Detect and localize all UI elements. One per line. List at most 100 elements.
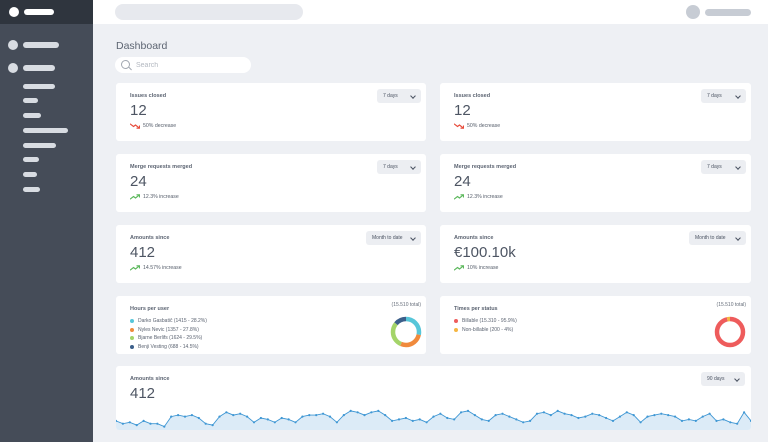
donut-slice-0 <box>714 316 746 348</box>
chart-point <box>322 412 325 415</box>
chart-point <box>625 411 628 414</box>
chart-point <box>577 416 580 420</box>
legend-label: Bjarne Berlifs (1624 - 29.5%) <box>138 335 203 342</box>
legend-label: Billable (15.310 - 95.9%) <box>462 318 517 325</box>
chevron-down-icon <box>410 93 416 99</box>
sidebar-subitem-4[interactable] <box>23 128 68 133</box>
legend-label: Nyles Nevic (1357 - 27.8%) <box>138 326 199 333</box>
chart-point <box>660 412 663 415</box>
global-search-bar[interactable] <box>115 4 303 20</box>
chart-point <box>439 412 442 415</box>
range-dropdown-label: 7 days <box>383 164 398 170</box>
legend-label: Benji Vesting (688 - 14.5%) <box>138 343 199 350</box>
stat-card: Issues closed 12 50% decrease 7 days <box>116 83 426 141</box>
search-box[interactable] <box>115 57 251 73</box>
chart-point <box>749 419 751 422</box>
chart-point <box>197 416 200 420</box>
range-dropdown[interactable]: 7 days <box>701 89 746 103</box>
trend-up-icon <box>454 265 464 271</box>
legend: Billable (15.310 - 95.9%) Non-billable (… <box>454 317 517 334</box>
sidebar-subitem-2[interactable] <box>23 98 38 103</box>
chevron-down-icon <box>410 235 416 241</box>
legend-label: Darko Gasbatič (1415 - 28.2%) <box>138 318 207 325</box>
card-title: Issues closed <box>130 93 167 99</box>
chart-point <box>701 415 704 418</box>
stat-card: Issues closed 12 50% decrease 7 days <box>440 83 751 141</box>
sidebar-subitem-1[interactable] <box>23 84 55 89</box>
app-logo[interactable] <box>0 0 93 24</box>
legend: Darko Gasbatič (1415 - 28.2%) Nyles Nevi… <box>130 317 207 351</box>
donut-slice-1 <box>714 316 746 348</box>
chart-point <box>183 415 187 418</box>
range-dropdown[interactable]: 7 days <box>701 160 746 174</box>
range-dropdown[interactable]: 90 days <box>701 372 745 386</box>
chart-point <box>128 421 131 424</box>
sidebar-subitem-3[interactable] <box>23 113 41 118</box>
sidebar-subitem-8[interactable] <box>23 187 40 192</box>
sidebar-item-icon <box>8 63 18 73</box>
chart-point <box>225 411 228 414</box>
chart-point <box>142 419 145 422</box>
stat-card: Merge requests merged 24 12.3% increase … <box>440 154 751 212</box>
card-title: Merge requests merged <box>454 164 517 170</box>
chart-point <box>473 414 476 417</box>
chart-point <box>246 415 249 418</box>
trend-up-icon <box>454 194 464 200</box>
chart-point <box>680 419 684 422</box>
trend-label: 12.3% increase <box>467 194 503 200</box>
sidebar-subitem-6[interactable] <box>23 157 39 162</box>
trend-label: 50% decrease <box>143 123 177 129</box>
chart-point <box>570 414 573 417</box>
range-dropdown[interactable]: 7 days <box>377 89 421 103</box>
range-dropdown[interactable]: Month to date <box>366 231 421 245</box>
chart-point <box>542 411 545 414</box>
sidebar-item-icon <box>8 40 18 50</box>
chart-point <box>342 414 345 417</box>
trend-up-icon <box>130 194 140 200</box>
trend-label: 14.57% increase <box>143 265 182 271</box>
sidebar-subitem-5[interactable] <box>23 143 56 148</box>
chevron-down-icon <box>410 164 416 170</box>
range-dropdown-label: Month to date <box>695 235 726 241</box>
card-value: 12 <box>130 102 147 119</box>
chart-point <box>377 409 380 412</box>
donut-slice-3 <box>390 316 422 348</box>
chart-point <box>563 412 566 415</box>
range-dropdown[interactable]: 7 days <box>377 160 421 174</box>
status-donut-chart <box>714 316 746 348</box>
chart-point <box>501 412 504 415</box>
chevron-down-icon <box>735 235 741 241</box>
legend-swatch <box>130 344 134 349</box>
chart-point <box>494 414 497 417</box>
chart-point <box>287 418 290 421</box>
search-input[interactable] <box>136 59 244 71</box>
chart-point <box>335 421 338 424</box>
chart-point <box>315 414 318 417</box>
chart-point <box>708 412 711 415</box>
chart-point <box>453 418 456 421</box>
chart-point <box>370 411 373 414</box>
legend-swatch <box>454 327 458 332</box>
chart-point <box>446 416 449 420</box>
hours-per-user-card: Hours per user (15.510 total) Darko Gasb… <box>116 296 426 354</box>
legend-swatch <box>130 336 134 341</box>
avatar[interactable] <box>686 5 700 19</box>
sidebar-item-1[interactable] <box>0 38 93 52</box>
card-value: 412 <box>130 244 156 261</box>
chart-point <box>460 411 463 414</box>
user-name-placeholder[interactable] <box>705 9 751 16</box>
chart-point <box>694 419 697 422</box>
donut-slice-2 <box>390 316 422 348</box>
card-title: Merge requests merged <box>130 164 193 170</box>
card-title: Amounts since <box>130 376 170 382</box>
chart-point <box>204 422 207 425</box>
card-title: Issues closed <box>454 93 491 99</box>
chart-point <box>163 425 166 428</box>
chart-point <box>273 421 276 424</box>
range-dropdown[interactable]: Month to date <box>689 231 746 245</box>
sidebar-item-2[interactable] <box>0 61 93 75</box>
sidebar-subitem-7[interactable] <box>23 172 37 177</box>
chart-point <box>687 418 691 421</box>
chart-point <box>605 416 608 420</box>
legend-swatch <box>454 319 458 324</box>
